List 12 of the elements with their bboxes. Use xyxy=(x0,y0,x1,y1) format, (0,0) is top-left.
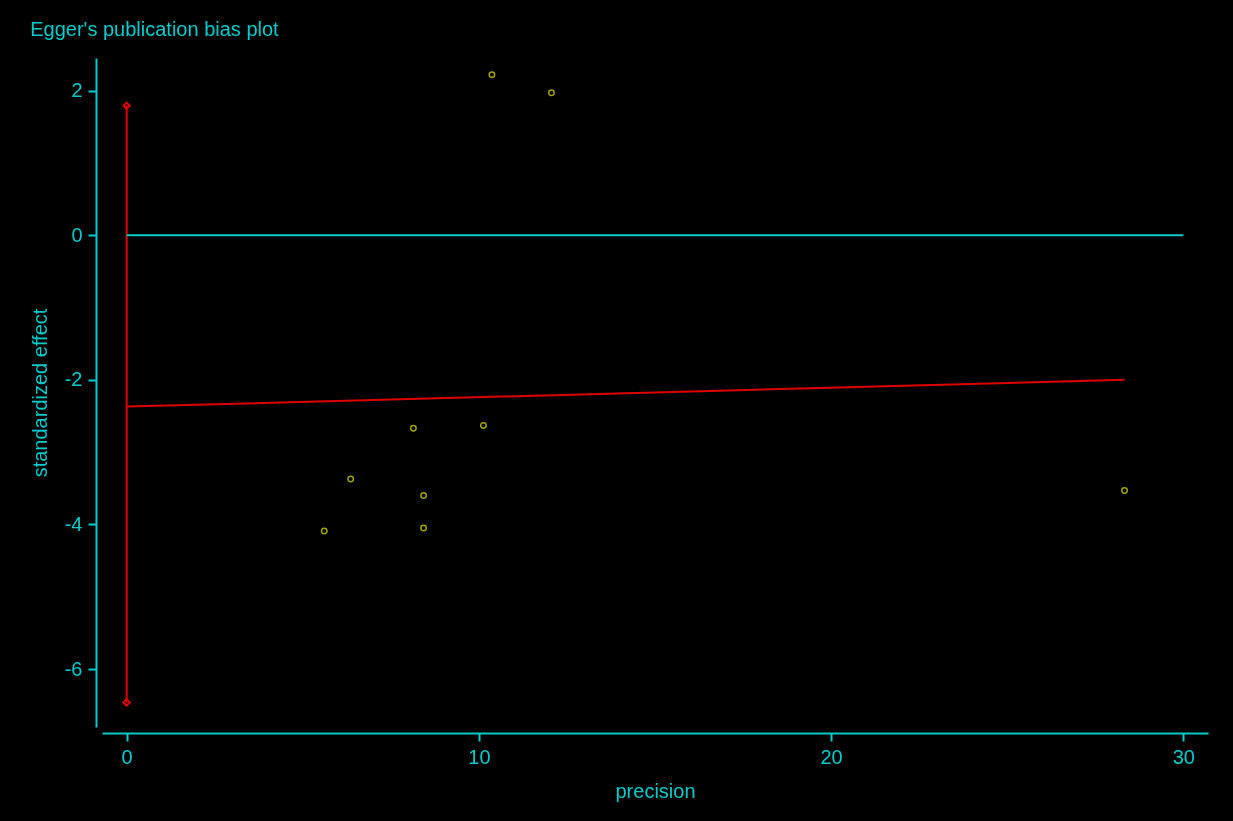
x-tick-label: 30 xyxy=(1172,745,1195,768)
x-tick-label: 10 xyxy=(468,745,491,768)
x-tick-label: 0 xyxy=(121,745,133,768)
y-tick-label: -6 xyxy=(64,657,83,680)
x-axis-title: precision xyxy=(615,779,696,802)
y-tick-label: -2 xyxy=(64,368,83,391)
y-tick-label: -4 xyxy=(64,512,83,535)
y-axis-title: standardized effect xyxy=(28,308,51,478)
chart-title: Egger's publication bias plot xyxy=(30,18,280,40)
y-tick-label: 0 xyxy=(71,223,83,246)
x-tick-label: 20 xyxy=(820,745,843,768)
y-tick-label: 2 xyxy=(71,79,83,102)
